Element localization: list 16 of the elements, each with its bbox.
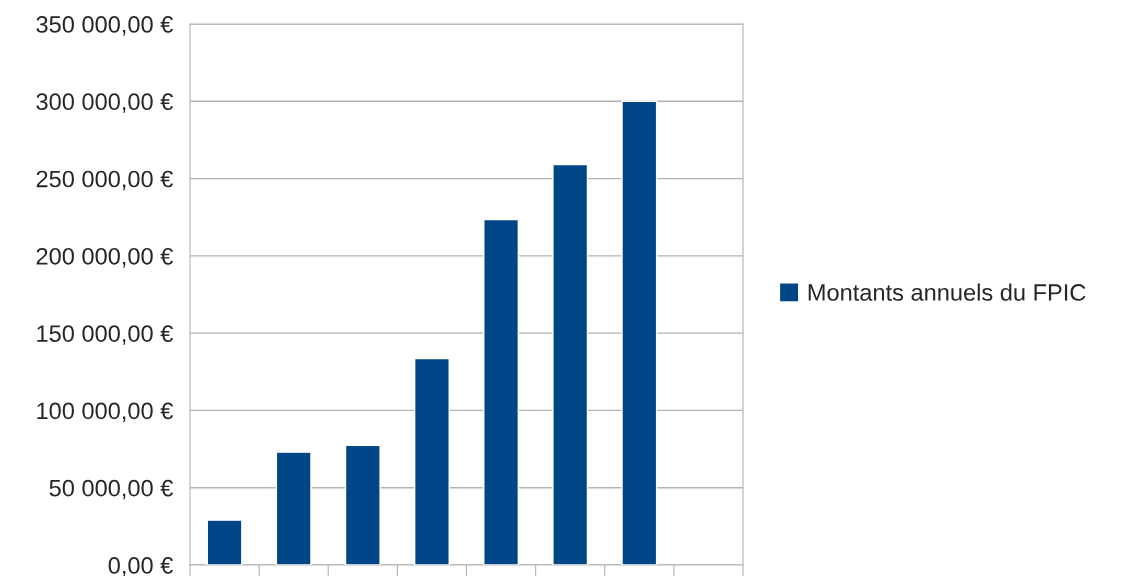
y-tick-label: 150 000,00 €	[37, 325, 174, 345]
bar	[413, 357, 450, 565]
bar	[552, 163, 589, 565]
bar	[275, 451, 312, 565]
y-tick-label: 200 000,00 €	[36, 247, 174, 268]
legend-label: Montants annuels du FPIC	[808, 283, 1086, 301]
y-tick-label: 300 000,00 €	[36, 93, 174, 113]
y-tick-label: 250 000,00 €	[36, 170, 174, 191]
bar	[206, 519, 243, 565]
y-tick-label: 100 000,00 €	[37, 402, 174, 423]
y-tick-label: 350 000,00 €	[36, 16, 174, 36]
bar	[621, 100, 658, 565]
bar	[483, 218, 520, 565]
y-tick-label: 0,00 €	[108, 557, 174, 576]
y-tick-label: 50 000,00 €	[49, 479, 174, 500]
bar	[344, 444, 381, 565]
